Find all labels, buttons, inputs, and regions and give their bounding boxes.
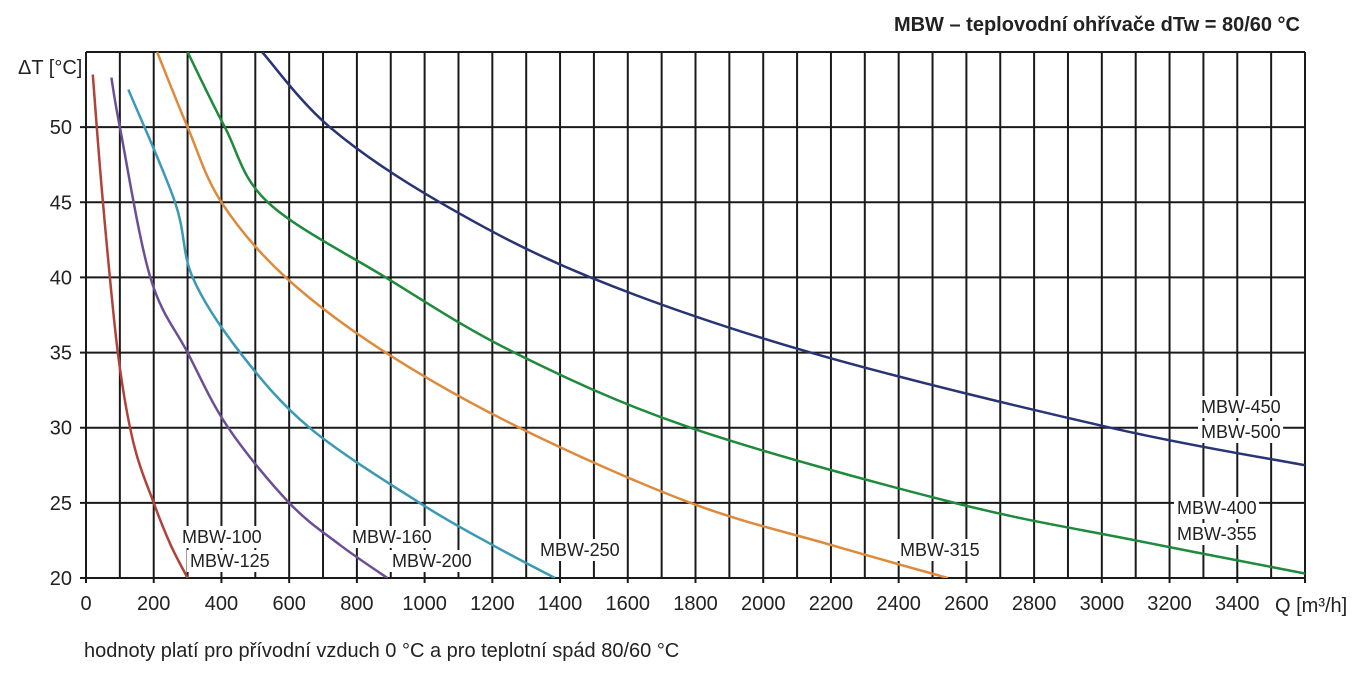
series-label-bg	[897, 539, 983, 561]
y-tick-label: 25	[50, 493, 72, 515]
y-tick-label: 40	[50, 267, 72, 289]
x-tick-label: 800	[340, 593, 373, 615]
series-label-bg	[1174, 497, 1260, 519]
series-label: MBW-250	[540, 540, 620, 560]
series-line	[261, 51, 1305, 467]
series-line	[91, 74, 189, 578]
x-tick-label: 1000	[402, 593, 447, 615]
series-label: MBW-315	[900, 540, 980, 560]
y-tick-label: 50	[50, 117, 72, 139]
chart-title: MBW – teplovodní ohřívače dTw = 80/60 °C	[893, 14, 1300, 36]
x-tick-label: 1800	[673, 593, 718, 615]
series-label: MBW-355	[1177, 524, 1257, 544]
x-tick-label: 2000	[741, 593, 786, 615]
series-label: MBW-400	[1177, 498, 1257, 518]
x-tick-label: 400	[205, 593, 238, 615]
series-label-bg	[179, 526, 265, 548]
series-label-bg	[1198, 396, 1284, 418]
series-label: MBW-125	[190, 551, 270, 571]
series-label: MBW-500	[1201, 422, 1281, 442]
x-tick-label: 2600	[944, 593, 989, 615]
series-line	[127, 89, 556, 578]
x-tick-label: 3400	[1215, 593, 1260, 615]
series-label: MBW-450	[1201, 397, 1281, 417]
x-tick-label: 1400	[538, 593, 583, 615]
x-tick-label: 0	[80, 593, 91, 615]
x-tick-label: 3000	[1080, 593, 1125, 615]
y-tick-label: 35	[50, 343, 72, 365]
y-axis-label: ΔT [°C]	[18, 57, 82, 79]
series-label-bg	[187, 550, 273, 572]
series-label-bg	[1198, 421, 1284, 443]
x-tick-label: 200	[137, 593, 170, 615]
x-tick-label: 600	[272, 593, 305, 615]
series-line	[186, 51, 1305, 575]
series-label-bg	[1174, 523, 1260, 545]
y-tick-label: 20	[50, 568, 72, 590]
series-label: MBW-100	[182, 527, 262, 547]
x-tick-label: 2200	[809, 593, 854, 615]
y-tick-label: 45	[50, 192, 72, 214]
x-tick-label: 2400	[876, 593, 921, 615]
series-label: MBW-160	[352, 527, 432, 547]
y-tick-label: 30	[50, 418, 72, 440]
series-label-bg	[537, 539, 623, 561]
x-tick-label: 1200	[470, 593, 515, 615]
x-tick-label: 3200	[1147, 593, 1192, 615]
chart-note: hodnoty platí pro přívodní vzduch 0 °C a…	[84, 640, 680, 662]
series-label: MBW-200	[392, 551, 472, 571]
x-tick-label: 2800	[1012, 593, 1057, 615]
series-line	[110, 77, 389, 578]
x-axis-label: Q [m³/h]	[1275, 595, 1347, 617]
series-label-bg	[389, 550, 475, 572]
series-label-bg	[349, 526, 435, 548]
series-line	[155, 51, 949, 578]
x-tick-label: 1600	[606, 593, 651, 615]
